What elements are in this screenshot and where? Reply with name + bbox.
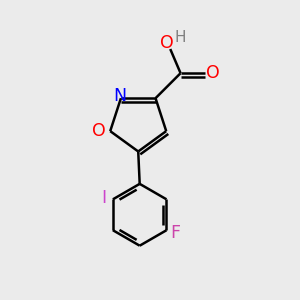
Text: O: O	[160, 34, 174, 52]
Text: O: O	[206, 64, 220, 82]
Text: O: O	[92, 122, 106, 140]
Text: F: F	[170, 224, 180, 242]
Text: H: H	[174, 30, 186, 45]
Text: N: N	[113, 87, 126, 105]
Text: I: I	[101, 189, 106, 207]
